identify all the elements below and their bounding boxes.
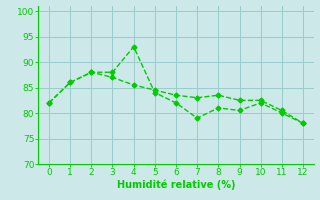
X-axis label: Humidité relative (%): Humidité relative (%): [117, 180, 235, 190]
